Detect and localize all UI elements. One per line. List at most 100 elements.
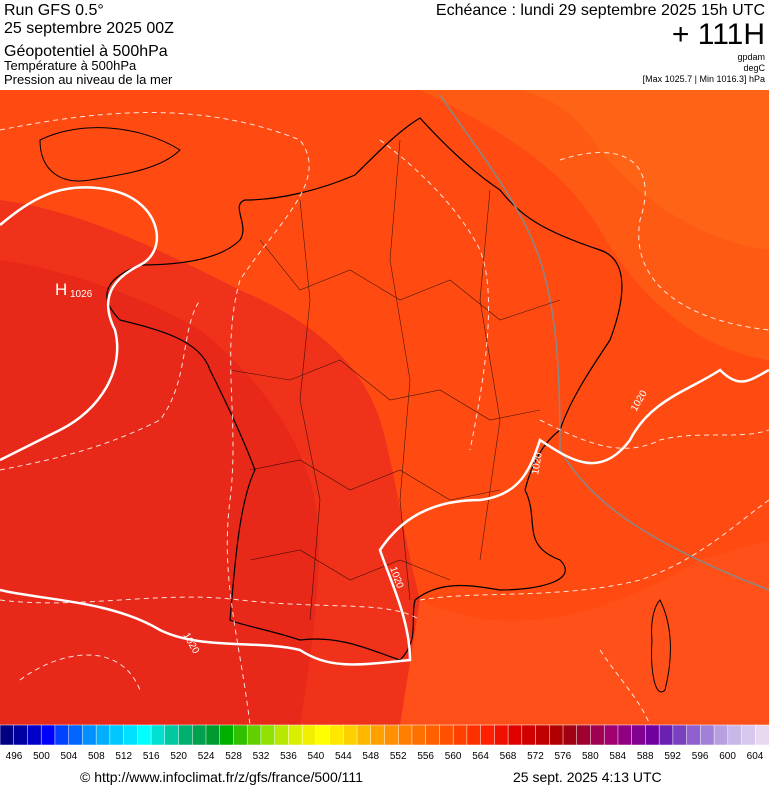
pressure-high-value: 1026 bbox=[70, 289, 93, 300]
run-title: Run GFS 0.5° bbox=[4, 2, 104, 19]
colorbar-label: 496 bbox=[6, 751, 23, 762]
colorbar-swatch bbox=[233, 724, 248, 746]
pressure-range: [Max 1025.7 | Min 1016.3] hPa bbox=[643, 74, 765, 84]
colorbar-swatch bbox=[192, 724, 207, 746]
colorbar-swatch bbox=[329, 724, 344, 746]
unit-label: degC bbox=[743, 63, 765, 73]
colorbar-label: 548 bbox=[362, 751, 379, 762]
colorbar-label: 600 bbox=[719, 751, 736, 762]
colorbar-swatch bbox=[494, 724, 509, 746]
colorbar-swatch bbox=[672, 724, 688, 746]
colorbar-label: 568 bbox=[500, 751, 517, 762]
colorbar-swatch bbox=[535, 724, 550, 746]
colorbar-swatch bbox=[370, 724, 386, 746]
colorbar-swatch bbox=[40, 724, 56, 746]
department-borders bbox=[229, 139, 561, 621]
field-label: Géopotentiel à 500hPa bbox=[4, 43, 168, 60]
temperature-zone bbox=[400, 540, 769, 725]
run-date: 25 septembre 2025 00Z bbox=[4, 20, 174, 37]
colorbar-swatch bbox=[54, 724, 70, 746]
colorbar-label: 508 bbox=[88, 751, 105, 762]
colorbar-swatch bbox=[27, 724, 42, 746]
colorbar-label: 576 bbox=[555, 751, 572, 762]
colorbar-swatch bbox=[150, 724, 166, 746]
colorbar-swatch bbox=[246, 724, 262, 746]
colorbar-label: 512 bbox=[115, 751, 132, 762]
colorbar-swatch bbox=[343, 724, 358, 746]
footer-generated: 25 sept. 2025 4:13 UTC bbox=[513, 769, 662, 785]
colorbar-swatch bbox=[645, 724, 660, 746]
isobar bbox=[0, 186, 769, 666]
colorbar-label: 560 bbox=[445, 751, 462, 762]
colorbar-swatch bbox=[411, 724, 427, 746]
colorbar-label: 540 bbox=[308, 751, 325, 762]
colorbar-swatch bbox=[205, 724, 221, 746]
colorbar-label: 532 bbox=[253, 751, 270, 762]
colorbar-swatch bbox=[562, 724, 578, 746]
colorbar-label: 516 bbox=[143, 751, 160, 762]
colorbar-label: 524 bbox=[198, 751, 215, 762]
temperature-zone bbox=[0, 260, 319, 725]
colorbar-swatch bbox=[727, 724, 743, 746]
colorbar-swatch bbox=[480, 724, 495, 746]
colorbar-swatch bbox=[741, 724, 756, 746]
colorbar-swatch bbox=[219, 724, 234, 746]
colorbar-swatch bbox=[658, 724, 674, 746]
colorbar-label: 552 bbox=[390, 751, 407, 762]
footer-source: © http://www.infoclimat.fr/z/gfs/france/… bbox=[80, 769, 363, 785]
coastline bbox=[106, 117, 623, 661]
colorbar-label: 592 bbox=[664, 751, 681, 762]
colorbar-swatch bbox=[301, 724, 317, 746]
colorbar-swatch bbox=[576, 724, 592, 746]
colorbar-swatch bbox=[521, 724, 537, 746]
colorbar-swatch bbox=[700, 724, 715, 746]
unit-label: gpdam bbox=[737, 52, 765, 62]
colorbar-swatch bbox=[617, 724, 633, 746]
border-line bbox=[439, 94, 769, 591]
colorbar-label: 572 bbox=[527, 751, 544, 762]
colorbar-label: 564 bbox=[472, 751, 489, 762]
colorbar-swatch bbox=[603, 724, 619, 746]
colorbar-swatch bbox=[82, 724, 97, 746]
colorbar-swatch bbox=[590, 724, 605, 746]
colorbar-swatch bbox=[123, 724, 138, 746]
colorbar-label: 584 bbox=[609, 751, 626, 762]
colorbar-swatch bbox=[109, 724, 125, 746]
colorbar-swatch bbox=[260, 724, 276, 746]
coastline bbox=[39, 127, 181, 182]
colorbar-label: 536 bbox=[280, 751, 297, 762]
isobar-label: 1020 bbox=[530, 451, 545, 475]
colorbar-swatch bbox=[686, 724, 701, 746]
lead-time: + 111H bbox=[672, 18, 765, 51]
colorbar-swatch bbox=[68, 724, 83, 746]
colorbar-swatch bbox=[0, 724, 15, 746]
colorbar-swatch bbox=[507, 724, 523, 746]
temperature-zone bbox=[0, 90, 769, 360]
map: H 1026 1020 1020 1020 1020 bbox=[0, 90, 769, 726]
pressure-high-marker: H bbox=[55, 280, 67, 299]
colorbar-label: 588 bbox=[637, 751, 654, 762]
colorbar-swatch bbox=[315, 724, 331, 746]
colorbar-swatch bbox=[755, 724, 769, 746]
colorbar-label: 500 bbox=[33, 751, 50, 762]
colorbar-swatch bbox=[95, 724, 111, 746]
field-label: Température à 500hPa bbox=[4, 58, 137, 73]
colorbar-swatch bbox=[274, 724, 289, 746]
colorbar-label: 556 bbox=[417, 751, 434, 762]
colorbar-swatch bbox=[178, 724, 193, 746]
colorbar-swatch bbox=[549, 724, 564, 746]
field-label: Pression au niveau de la mer bbox=[4, 72, 173, 87]
temperature-isoline bbox=[0, 112, 769, 726]
colorbar-label: 504 bbox=[61, 751, 78, 762]
valid-time: Echéance : lundi 29 septembre 2025 15h U… bbox=[436, 2, 765, 19]
colorbar-swatch bbox=[631, 724, 646, 746]
colorbar-swatch bbox=[288, 724, 303, 746]
colorbar-swatch bbox=[439, 724, 454, 746]
colorbar-swatch bbox=[356, 724, 372, 746]
colorbar-label: 596 bbox=[692, 751, 709, 762]
colorbar-swatch bbox=[13, 724, 29, 746]
colorbar-swatch bbox=[466, 724, 482, 746]
colorbar-label: 528 bbox=[225, 751, 242, 762]
colorbar-label: 544 bbox=[335, 751, 352, 762]
